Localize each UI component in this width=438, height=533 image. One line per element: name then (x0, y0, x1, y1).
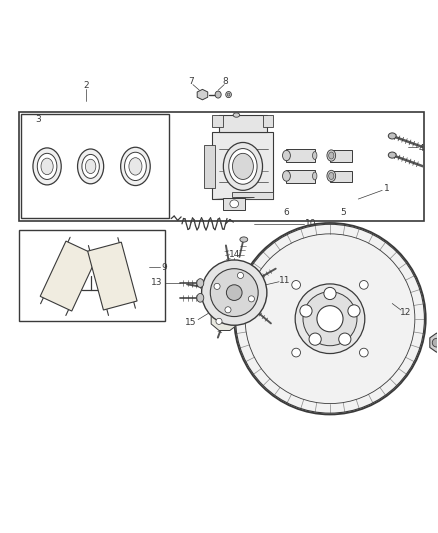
Text: 6: 6 (283, 208, 290, 217)
Polygon shape (40, 241, 98, 311)
Ellipse shape (215, 91, 221, 98)
Ellipse shape (313, 172, 317, 180)
Circle shape (237, 272, 244, 278)
Circle shape (348, 305, 360, 317)
Ellipse shape (389, 152, 396, 158)
Ellipse shape (197, 279, 204, 287)
Polygon shape (212, 132, 273, 199)
Circle shape (309, 333, 321, 345)
Circle shape (339, 333, 351, 345)
Bar (19, 112, 424, 221)
Text: 13: 13 (152, 278, 163, 287)
Text: 4: 4 (419, 144, 424, 154)
Circle shape (214, 284, 220, 289)
Ellipse shape (327, 150, 336, 161)
Circle shape (234, 223, 426, 415)
Bar (286, 170, 315, 183)
Polygon shape (262, 115, 273, 127)
Ellipse shape (240, 237, 248, 242)
Circle shape (210, 269, 258, 317)
Ellipse shape (328, 152, 334, 159)
Circle shape (360, 280, 368, 289)
Circle shape (248, 296, 254, 302)
Text: 7: 7 (188, 77, 194, 86)
Ellipse shape (328, 173, 334, 180)
Ellipse shape (33, 148, 61, 185)
Ellipse shape (37, 154, 57, 180)
Text: 12: 12 (399, 308, 411, 317)
Bar (19, 230, 165, 321)
Polygon shape (219, 115, 267, 133)
Text: 9: 9 (162, 263, 167, 272)
Circle shape (303, 292, 357, 346)
Polygon shape (197, 90, 208, 100)
Circle shape (300, 305, 312, 317)
Text: 11: 11 (279, 276, 290, 285)
Text: 5: 5 (340, 208, 346, 217)
Text: 8: 8 (223, 77, 228, 86)
Ellipse shape (197, 294, 204, 302)
Ellipse shape (229, 149, 257, 184)
Ellipse shape (389, 133, 396, 139)
Ellipse shape (227, 93, 230, 96)
Ellipse shape (41, 158, 53, 175)
Ellipse shape (120, 147, 150, 185)
Ellipse shape (226, 92, 231, 98)
Ellipse shape (223, 142, 262, 190)
Ellipse shape (85, 159, 96, 174)
Ellipse shape (233, 113, 240, 117)
Bar (21, 114, 169, 218)
Polygon shape (211, 312, 236, 330)
Circle shape (226, 285, 242, 301)
Polygon shape (223, 198, 245, 210)
Circle shape (432, 338, 438, 347)
Text: 14: 14 (229, 250, 240, 259)
Ellipse shape (129, 158, 142, 175)
Polygon shape (88, 242, 137, 310)
Circle shape (292, 348, 300, 357)
Text: 10: 10 (305, 220, 316, 228)
Ellipse shape (283, 171, 290, 181)
Circle shape (295, 284, 365, 353)
Ellipse shape (283, 150, 290, 161)
Polygon shape (212, 115, 223, 127)
Ellipse shape (124, 152, 146, 181)
Text: 2: 2 (84, 82, 89, 91)
Ellipse shape (327, 171, 336, 182)
Circle shape (292, 280, 300, 289)
Polygon shape (212, 192, 273, 199)
Circle shape (216, 318, 222, 325)
Ellipse shape (313, 151, 317, 159)
Text: 1: 1 (384, 184, 389, 192)
Ellipse shape (233, 154, 253, 180)
Bar (330, 171, 352, 182)
Polygon shape (204, 144, 215, 188)
Circle shape (324, 287, 336, 300)
Text: 15: 15 (185, 318, 197, 327)
Circle shape (201, 260, 267, 325)
Circle shape (360, 348, 368, 357)
Ellipse shape (82, 155, 99, 179)
Ellipse shape (78, 149, 104, 184)
Polygon shape (430, 333, 438, 352)
Circle shape (317, 305, 343, 332)
Text: 3: 3 (35, 115, 41, 124)
Bar (286, 149, 315, 163)
Circle shape (225, 307, 231, 313)
Ellipse shape (230, 200, 239, 208)
Bar (330, 150, 352, 161)
